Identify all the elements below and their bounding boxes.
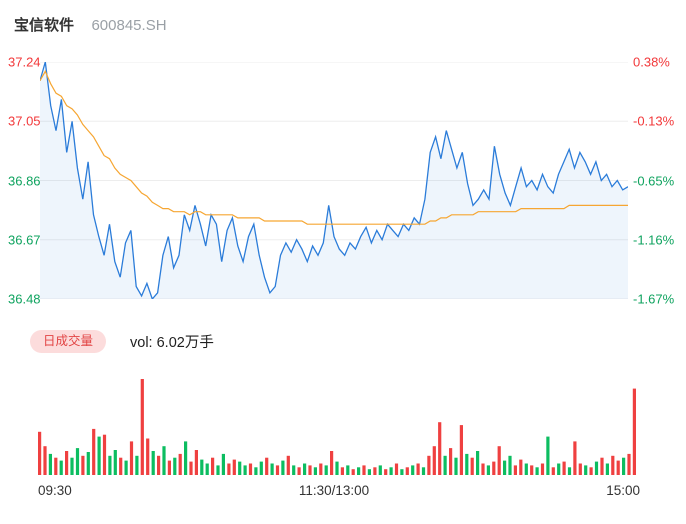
price-area-fill	[40, 62, 628, 299]
volume-chart-section[interactable]	[38, 375, 636, 475]
time-tick-open: 09:30	[38, 483, 72, 498]
price-line	[40, 62, 628, 299]
volume-header: 日成交量 vol: 6.02万手	[30, 330, 214, 353]
volume-bars	[38, 379, 636, 475]
y-left-tick-4: 36.67	[8, 232, 41, 248]
daily-volume-badge[interactable]: 日成交量	[30, 330, 107, 353]
price-gridlines	[40, 62, 628, 299]
y-left-tick-2: 37.05	[8, 113, 41, 129]
y-right-tick-3: -0.65%	[633, 173, 675, 188]
y-left-tick-5: 36.48	[8, 291, 41, 307]
header: 宝信软件 600845.SH	[14, 14, 167, 35]
price-plot-svg[interactable]	[40, 62, 628, 299]
stock-code: 600845.SH	[91, 17, 167, 34]
stock-name: 宝信软件	[14, 17, 75, 34]
y-right-tick-2: -0.13%	[633, 113, 675, 129]
time-tick-noon: 11:30/13:00	[298, 483, 370, 498]
y-right-tick-1: 0.38%	[633, 54, 670, 70]
y-left-tick-3: 36.86	[8, 173, 41, 188]
avg-price-line	[40, 70, 628, 225]
y-right-tick-5: -1.67%	[633, 291, 675, 307]
price-chart-section: 37.24 37.05 36.86 36.67 36.48 0.38% -0.1…	[0, 55, 686, 307]
time-tick-close: 15:00	[606, 483, 640, 498]
volume-plot-svg[interactable]	[38, 375, 636, 475]
price-plot[interactable]	[40, 62, 628, 299]
y-left-tick-1: 37.24	[8, 54, 41, 70]
volume-value: vol: 6.02万手	[130, 334, 214, 351]
price-y-axis-right: 0.38% -0.13% -0.65% -1.16% -1.67%	[633, 55, 683, 307]
y-right-tick-4: -1.16%	[633, 232, 675, 248]
price-y-axis-left: 37.24 37.05 36.86 36.67 36.48	[8, 55, 42, 307]
time-axis: 09:30 11:30/13:00 15:00	[0, 483, 686, 503]
